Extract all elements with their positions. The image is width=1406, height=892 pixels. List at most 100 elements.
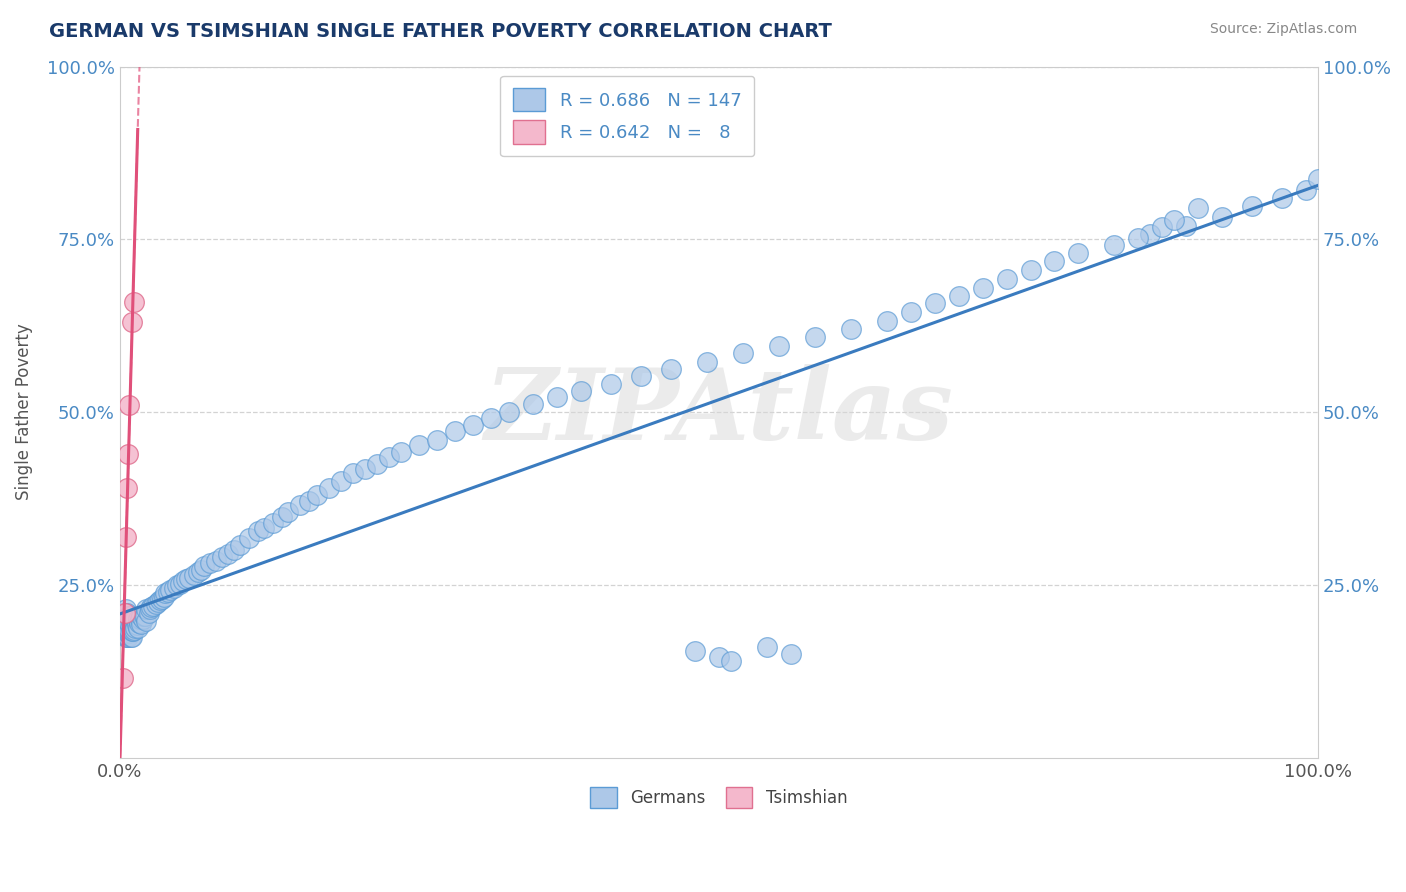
Point bbox=[179, 571, 201, 585]
Point bbox=[118, 609, 141, 624]
Point bbox=[118, 615, 141, 630]
Point bbox=[768, 339, 790, 353]
Point bbox=[124, 611, 146, 625]
Point bbox=[211, 550, 233, 565]
Point bbox=[731, 346, 754, 360]
Point bbox=[172, 574, 194, 589]
Point bbox=[114, 619, 136, 633]
Point bbox=[972, 281, 994, 295]
Point bbox=[114, 615, 136, 630]
Point bbox=[114, 529, 136, 543]
Point bbox=[125, 618, 148, 632]
Legend: Germans, Tsimshian: Germans, Tsimshian bbox=[583, 780, 853, 815]
Point bbox=[804, 330, 827, 344]
Point bbox=[1271, 191, 1294, 205]
Point bbox=[1128, 231, 1150, 245]
Point bbox=[222, 543, 245, 558]
Point bbox=[683, 643, 706, 657]
Point bbox=[183, 567, 205, 582]
Point bbox=[117, 615, 139, 630]
Point bbox=[217, 547, 239, 561]
Point bbox=[318, 481, 340, 495]
Point bbox=[145, 597, 167, 611]
Point bbox=[153, 591, 176, 605]
Point bbox=[115, 623, 138, 637]
Point bbox=[114, 602, 136, 616]
Point bbox=[131, 617, 153, 632]
Point bbox=[120, 609, 142, 624]
Point bbox=[114, 606, 136, 620]
Point bbox=[779, 647, 801, 661]
Point bbox=[117, 612, 139, 626]
Point bbox=[114, 612, 136, 626]
Point bbox=[659, 362, 682, 376]
Point bbox=[169, 576, 191, 591]
Point bbox=[117, 623, 139, 637]
Point bbox=[114, 630, 136, 644]
Point bbox=[117, 630, 139, 644]
Point bbox=[115, 606, 138, 620]
Point bbox=[122, 624, 145, 639]
Point bbox=[120, 630, 142, 644]
Point bbox=[138, 602, 160, 616]
Point bbox=[111, 612, 134, 626]
Point bbox=[117, 626, 139, 640]
Point bbox=[156, 584, 179, 599]
Point bbox=[114, 623, 136, 637]
Point bbox=[1211, 211, 1233, 225]
Point bbox=[330, 474, 353, 488]
Point bbox=[174, 573, 197, 587]
Point bbox=[150, 591, 173, 606]
Point bbox=[228, 538, 250, 552]
Point bbox=[132, 609, 155, 624]
Point bbox=[444, 425, 467, 439]
Point bbox=[120, 623, 142, 637]
Point bbox=[720, 654, 742, 668]
Text: Source: ZipAtlas.com: Source: ZipAtlas.com bbox=[1209, 22, 1357, 37]
Point bbox=[1241, 199, 1264, 213]
Point bbox=[115, 619, 138, 633]
Point bbox=[112, 615, 135, 630]
Point bbox=[479, 410, 502, 425]
Point bbox=[139, 599, 162, 614]
Point bbox=[948, 289, 970, 303]
Point bbox=[146, 595, 169, 609]
Point bbox=[270, 510, 292, 524]
Point bbox=[114, 619, 136, 633]
Point bbox=[142, 599, 165, 613]
Point bbox=[121, 630, 143, 644]
Point bbox=[1043, 254, 1066, 268]
Point bbox=[120, 615, 142, 630]
Point bbox=[876, 314, 898, 328]
Point bbox=[1187, 201, 1209, 215]
Point bbox=[122, 615, 145, 629]
Point bbox=[115, 612, 138, 626]
Point bbox=[112, 606, 135, 620]
Point bbox=[463, 417, 485, 432]
Point bbox=[839, 322, 862, 336]
Point bbox=[1163, 213, 1185, 227]
Point bbox=[193, 558, 215, 573]
Point bbox=[246, 524, 269, 538]
Point bbox=[127, 612, 149, 626]
Point bbox=[122, 612, 145, 626]
Point bbox=[121, 612, 143, 626]
Point bbox=[115, 630, 138, 644]
Point bbox=[498, 405, 520, 419]
Point bbox=[114, 615, 136, 630]
Point bbox=[198, 556, 221, 570]
Point bbox=[187, 566, 209, 580]
Point bbox=[135, 614, 157, 628]
Point bbox=[159, 583, 181, 598]
Point bbox=[995, 272, 1018, 286]
Point bbox=[114, 623, 136, 637]
Point bbox=[114, 626, 136, 640]
Point bbox=[276, 505, 298, 519]
Point bbox=[1019, 263, 1042, 277]
Point bbox=[127, 621, 149, 635]
Point bbox=[114, 606, 136, 620]
Point bbox=[389, 445, 412, 459]
Point bbox=[900, 305, 922, 319]
Point bbox=[1067, 246, 1090, 260]
Point bbox=[288, 499, 311, 513]
